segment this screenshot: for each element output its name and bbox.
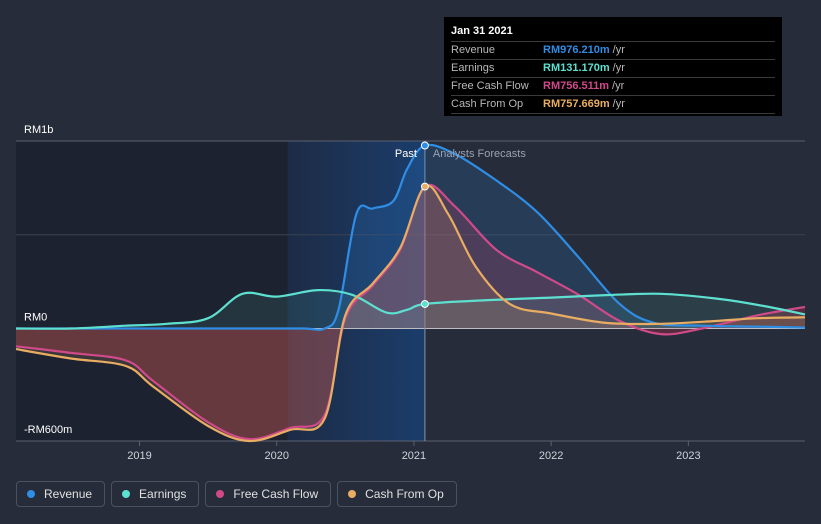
tooltip-label: Free Cash Flow [451,80,529,92]
tooltip-date: Jan 31 2021 [451,23,775,42]
legend-label: Earnings [139,487,187,501]
x-tick-label: 2022 [539,450,563,462]
data-point-cash-from-op [420,182,429,191]
series-line-revenue [16,143,806,331]
tooltip-unit: /yr [612,62,625,74]
legend-label: Cash From Op [365,487,444,501]
series-area-revenue [16,144,805,330]
series-line-cash-from-op [15,184,806,443]
tooltip-row-free-cash-flow: Free Cash Flow RM756.511m /yr [451,78,775,96]
forecast-label: Analysts Forecasts [433,148,526,160]
data-point-revenue [420,141,429,150]
tooltip-value: RM756.511m [543,80,610,92]
legend-item-free-cash-flow[interactable]: Free Cash Flow [205,481,332,507]
tooltip-label: Cash From Op [451,98,524,110]
x-tick-label: 2020 [264,450,288,462]
y-tick-label: -RM600m [24,424,72,436]
series-area-cash-from-op [16,185,805,442]
tooltip-value: RM757.669m [543,98,610,110]
y-tick-label: RM1b [24,124,53,136]
legend-dot-icon [216,490,225,498]
series-area-free-cash-flow [16,184,805,440]
tooltip-value: RM976.210m [543,44,610,56]
legend-item-cash-from-op[interactable]: Cash From Op [337,481,457,507]
tooltip-row-revenue: Revenue RM976.210m /yr [451,42,775,60]
legend-label: Revenue [44,487,93,501]
legend-item-revenue[interactable]: Revenue [16,481,106,507]
tooltip-row-cash-from-op: Cash From Op RM757.669m /yr [451,96,775,114]
tooltip-label: Revenue [451,44,496,56]
legend-label: Free Cash Flow [233,487,319,501]
past-label: Past [395,148,417,160]
x-tick-label: 2023 [676,450,700,462]
data-point-earnings [420,299,429,308]
tooltip-unit: /yr [612,44,625,56]
tooltip-row-earnings: Earnings RM131.170m /yr [451,60,775,78]
tooltip-value: RM131.170m [543,62,610,74]
legend-item-earnings[interactable]: Earnings [111,481,200,507]
tooltip-label: Earnings [451,62,495,74]
tooltip-unit: /yr [612,98,625,110]
tooltip-unit: /yr [612,80,625,92]
x-tick-label: 2021 [402,450,426,462]
tooltip-panel: Jan 31 2021 Revenue RM976.210m /yr Earni… [444,17,782,116]
series-line-earnings [15,288,806,330]
legend: Revenue Earnings Free Cash Flow Cash Fro… [16,481,457,507]
legend-dot-icon [348,490,357,498]
legend-dot-icon [122,490,131,498]
y-tick-label: RM0 [24,312,47,324]
legend-dot-icon [27,490,35,498]
x-tick-label: 2019 [127,450,151,462]
